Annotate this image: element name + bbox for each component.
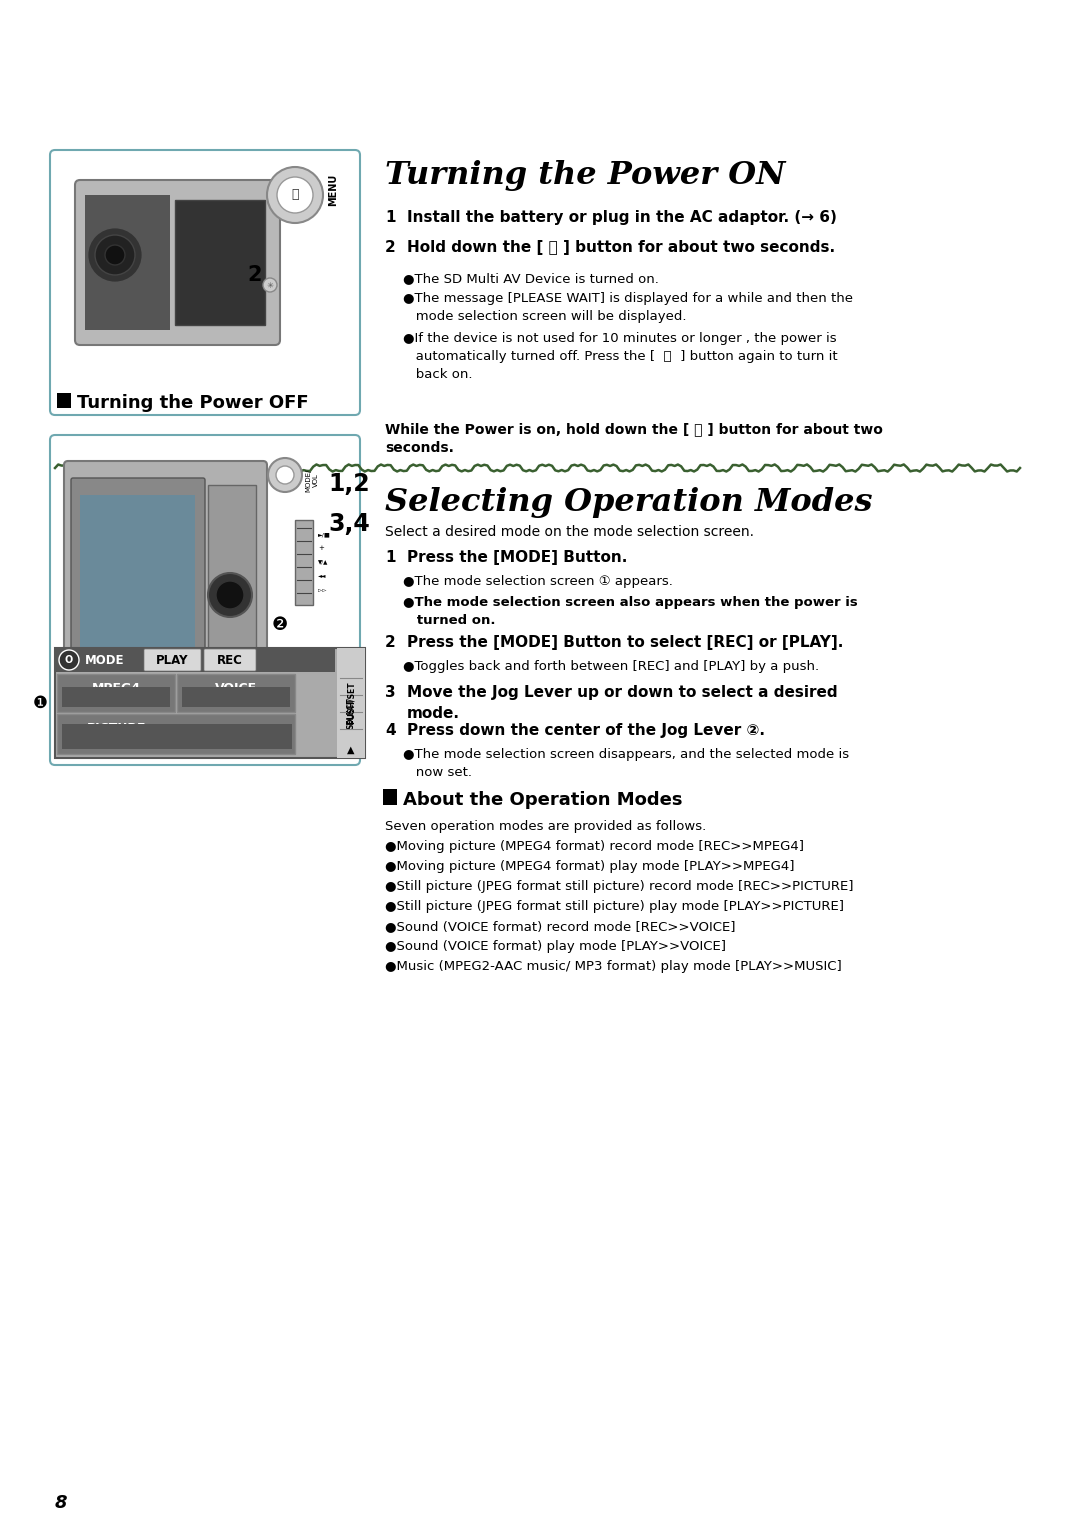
Text: MODE/
VOL: MODE/ VOL [306,468,319,492]
Circle shape [95,235,135,275]
Text: Press the [MODE] Button.: Press the [MODE] Button. [407,550,627,565]
Circle shape [208,573,252,617]
Text: VOICE: VOICE [215,681,257,695]
FancyBboxPatch shape [64,461,267,685]
Text: ●The message [PLEASE WAIT] is displayed for a while and then the
   mode selecti: ●The message [PLEASE WAIT] is displayed … [403,292,853,322]
Text: PUSH/SET: PUSH/SET [347,681,355,724]
Text: ▼/▲: ▼/▲ [318,559,328,564]
Text: MENU: MENU [328,174,338,206]
Text: ●If the device is not used for 10 minutes or longer , the power is
   automatica: ●If the device is not used for 10 minute… [403,332,838,380]
Circle shape [264,278,276,292]
Text: ●The SD Multi AV Device is turned on.: ●The SD Multi AV Device is turned on. [403,272,659,286]
Text: MODE: MODE [85,654,124,666]
Text: 3,4: 3,4 [328,512,369,536]
Bar [55,648,365,758]
Text: Press the [MODE] Button to select [REC] or [PLAY].: Press the [MODE] Button to select [REC] … [407,636,843,649]
Circle shape [105,244,125,264]
Text: Seven operation modes are provided as follows.: Seven operation modes are provided as fo… [384,821,706,833]
Text: Turning the Power ON: Turning the Power ON [384,160,785,191]
Text: 4: 4 [384,723,395,738]
Text: ●Moving picture (MPEG4 format) play mode [PLAY>>MPEG4]: ●Moving picture (MPEG4 format) play mode… [384,860,795,872]
Bar [175,200,265,325]
Text: 8: 8 [55,1494,67,1513]
Text: +: + [318,545,324,552]
Text: Selecting Operation Modes: Selecting Operation Modes [384,487,873,518]
Text: 1: 1 [384,550,395,565]
Bar [57,674,175,712]
Text: Select a desired mode on the mode selection screen.: Select a desired mode on the mode select… [384,526,754,539]
Text: SELECT: SELECT [347,697,355,729]
Text: While the Power is on, hold down the [ ⏻ ] button for about two
seconds.: While the Power is on, hold down the [ ⏻… [384,422,882,455]
FancyBboxPatch shape [144,649,201,671]
Circle shape [268,458,302,492]
Bar [337,648,365,758]
Text: 2: 2 [384,240,395,255]
Circle shape [87,228,143,283]
Text: ▲: ▲ [348,746,354,755]
Text: ●The mode selection screen also appears when the power is
   turned on.: ●The mode selection screen also appears … [403,596,858,626]
Text: PLAY: PLAY [156,654,188,666]
FancyBboxPatch shape [204,649,256,671]
Text: 2: 2 [384,636,395,649]
Bar [208,484,256,669]
Text: Hold down the [ ⏻ ] button for about two seconds.: Hold down the [ ⏻ ] button for about two… [407,240,835,255]
FancyBboxPatch shape [75,180,280,345]
Text: ●Moving picture (MPEG4 format) record mode [REC>>MPEG4]: ●Moving picture (MPEG4 format) record mo… [384,840,804,853]
Text: 1,2: 1,2 [328,472,369,497]
Text: ●Music (MPEG2-AAC music/ MP3 format) play mode [PLAY>>MUSIC]: ●Music (MPEG2-AAC music/ MP3 format) pla… [384,960,841,973]
Text: About the Operation Modes: About the Operation Modes [403,792,683,808]
Text: Press down the center of the Jog Lever ②.: Press down the center of the Jog Lever ②… [407,723,765,738]
Circle shape [59,649,79,669]
Bar [80,495,195,660]
Bar [183,688,291,707]
Text: O: O [65,656,73,665]
Bar [62,724,292,749]
Text: REC: REC [217,654,243,666]
Bar [295,520,313,605]
Text: ▻▻: ▻▻ [318,587,326,593]
Text: ❶: ❶ [33,694,48,712]
Circle shape [216,581,244,610]
Text: ⏻: ⏻ [292,188,299,200]
Text: ◄◄: ◄◄ [318,573,326,579]
Bar [177,674,295,712]
Bar [383,788,397,805]
Bar [85,196,170,330]
Text: ❷: ❷ [272,616,288,634]
Text: MPEG4: MPEG4 [92,681,140,695]
Text: ●Sound (VOICE format) record mode [REC>>VOICE]: ●Sound (VOICE format) record mode [REC>>… [384,920,735,934]
FancyBboxPatch shape [71,478,205,672]
Text: ●Sound (VOICE format) play mode [PLAY>>VOICE]: ●Sound (VOICE format) play mode [PLAY>>V… [384,940,726,953]
Text: 3: 3 [384,685,395,700]
Text: ●The mode selection screen disappears, and the selected mode is
   now set.: ●The mode selection screen disappears, a… [403,749,849,779]
Text: 1: 1 [384,209,395,225]
Bar [57,393,71,408]
Circle shape [276,466,294,484]
Text: ●Still picture (JPEG format still picture) play mode [PLAY>>PICTURE]: ●Still picture (JPEG format still pictur… [384,900,843,914]
Text: ●The mode selection screen ① appears.: ●The mode selection screen ① appears. [403,575,673,588]
Text: ►/■: ►/■ [318,532,330,538]
Text: ✳: ✳ [267,281,273,289]
Text: ●Toggles back and forth between [REC] and [PLAY] by a push.: ●Toggles back and forth between [REC] an… [403,660,819,672]
Text: PICTURE: PICTURE [87,723,147,735]
Circle shape [276,177,313,212]
Text: Turning the Power OFF: Turning the Power OFF [77,394,309,413]
Text: 2: 2 [247,264,262,286]
Bar [62,688,170,707]
FancyBboxPatch shape [50,150,360,416]
Text: ●Still picture (JPEG format still picture) record mode [REC>>PICTURE]: ●Still picture (JPEG format still pictur… [384,880,853,892]
Bar [55,648,335,672]
Text: Install the battery or plug in the AC adaptor. (→ 6): Install the battery or plug in the AC ad… [407,209,837,225]
Bar [57,714,295,753]
FancyBboxPatch shape [50,435,360,766]
Circle shape [267,167,323,223]
Text: Move the Jog Lever up or down to select a desired
mode.: Move the Jog Lever up or down to select … [407,685,838,721]
